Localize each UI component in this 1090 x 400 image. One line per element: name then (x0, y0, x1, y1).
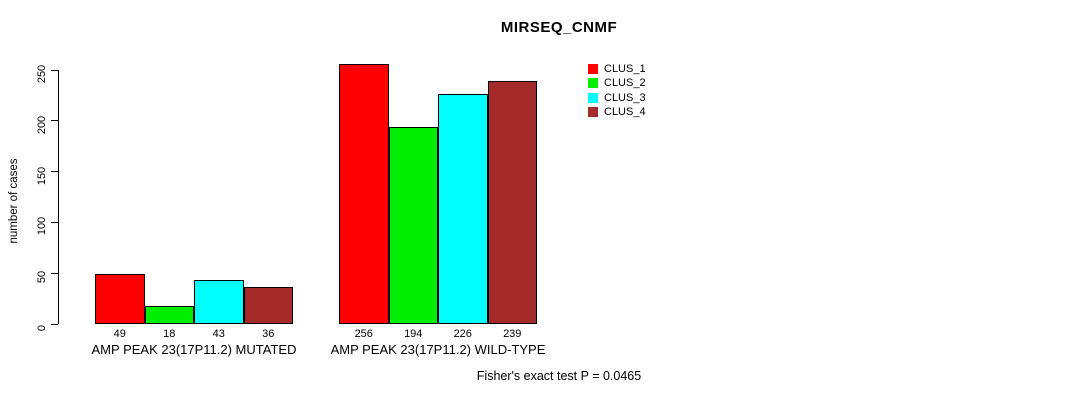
bar-clus_3-1 (194, 280, 244, 324)
legend-item-clus_3: CLUS_3 (588, 91, 646, 105)
legend-color-swatch (588, 64, 598, 75)
bar-value-label: 239 (503, 328, 522, 340)
bar-clus_2-1 (144, 305, 194, 324)
category-label: AMP PEAK 23(17P11.2) WILD-TYPE (330, 342, 546, 357)
y-axis-line (58, 70, 59, 324)
category-label: AMP PEAK 23(17P11.2) MUTATED (91, 342, 297, 357)
legend-item-clus_1: CLUS_1 (588, 62, 646, 76)
fisher-test-annotation: Fisher's exact test P = 0.0465 (476, 369, 642, 383)
y-axis-tick (51, 221, 58, 223)
legend-label: CLUS_2 (604, 77, 646, 90)
legend-color-swatch (588, 107, 598, 118)
legend-item-clus_2: CLUS_2 (588, 76, 646, 90)
bar-value-label: 194 (404, 328, 423, 340)
bar-clus_4-2 (487, 81, 537, 324)
bar-value-label: 18 (163, 328, 176, 340)
bar-clus_4-1 (243, 287, 293, 324)
y-axis-tick (51, 272, 58, 274)
legend-label: CLUS_3 (604, 91, 646, 104)
bar-clus_2-2 (388, 126, 438, 324)
chart-title: MIRSEQ_CNMF (500, 19, 618, 36)
bar-value-label: 36 (262, 328, 275, 340)
legend-label: CLUS_4 (604, 106, 646, 119)
legend-color-swatch (588, 78, 598, 89)
bar-value-label: 49 (113, 328, 126, 340)
legend-label: CLUS_1 (604, 63, 646, 76)
legend-color-swatch (588, 92, 598, 103)
bar-clus_3-2 (438, 94, 488, 324)
bar-clus_1-2 (339, 63, 389, 324)
bar-value-label: 256 (354, 328, 373, 340)
y-axis-tick (51, 69, 58, 71)
y-axis-tick (51, 120, 58, 122)
legend: CLUS_1 CLUS_2 CLUS_3 CLUS_4 (588, 62, 646, 119)
y-axis-tick (51, 171, 58, 173)
bar-value-label: 43 (212, 328, 225, 340)
legend-item-clus_4: CLUS_4 (588, 105, 646, 119)
y-axis-tick (51, 323, 58, 325)
bar-value-label: 226 (453, 328, 472, 340)
bar-clus_1-1 (95, 274, 145, 324)
